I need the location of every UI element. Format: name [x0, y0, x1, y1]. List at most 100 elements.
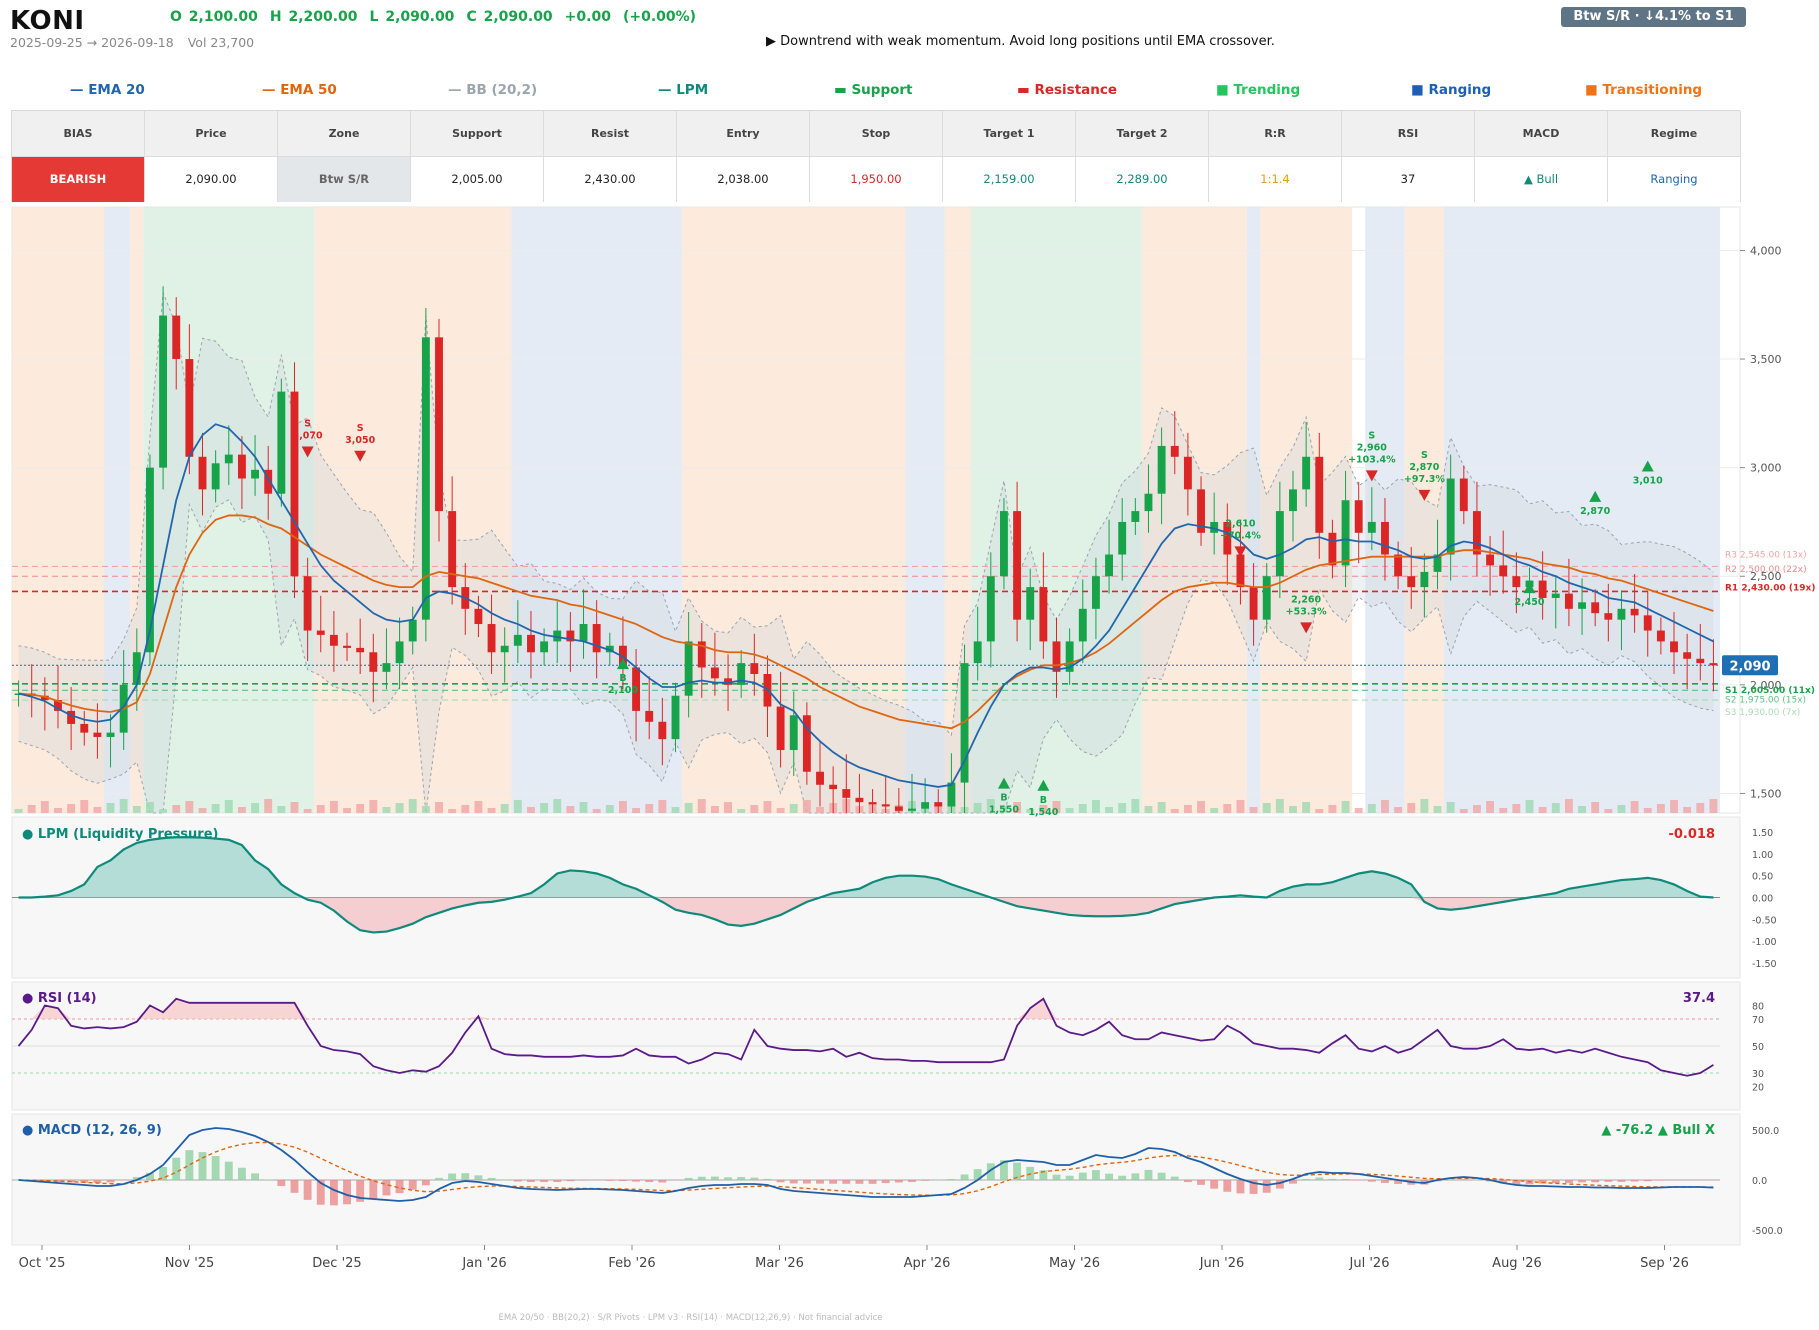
legend-item: — BB (20,2): [448, 82, 538, 98]
macd-histogram-bar: [1670, 1180, 1678, 1181]
volume-bar: [408, 799, 417, 813]
regime-band: [511, 207, 683, 813]
price-tick-label: 3,000: [1750, 462, 1782, 475]
volume-bar: [513, 800, 522, 813]
table-value-cell: 37: [1342, 157, 1475, 202]
lpm-tick-label: 1.00: [1752, 850, 1773, 861]
candle-body: [776, 706, 785, 751]
macd-histogram-bar: [172, 1157, 181, 1180]
change-pct-value: (+0.00%): [622, 9, 697, 25]
volume-bar: [1564, 799, 1573, 813]
volume-bar: [1026, 809, 1035, 813]
table-header-cell: Resist: [544, 111, 677, 157]
volume-bar: [1354, 808, 1363, 813]
candle-body: [1039, 587, 1048, 642]
macd-histogram-bar: [1144, 1169, 1153, 1180]
price-tick-label: 2,500: [1750, 570, 1782, 583]
candle-body: [1381, 521, 1389, 555]
macd-histogram-bar: [277, 1180, 286, 1187]
volume-bar: [1630, 801, 1639, 813]
volume-bar: [1170, 809, 1179, 813]
trade-marker-label: 2,260: [1291, 594, 1321, 605]
table-header-cell: Support: [411, 111, 544, 157]
candle-body: [1262, 576, 1271, 620]
lpm-tick-label: -0.50: [1752, 915, 1777, 926]
candle-body: [1670, 641, 1678, 653]
macd-histogram-bar: [1183, 1180, 1192, 1183]
macd-histogram-bar: [750, 1177, 759, 1180]
market-commentary: ▶ Downtrend with weak momentum. Avoid lo…: [766, 34, 1275, 49]
macd-histogram-bar: [93, 1180, 102, 1183]
x-tick-label: Jan '26: [461, 1256, 506, 1271]
x-tick-label: Aug '26: [1492, 1256, 1542, 1271]
macd-last-value: ▲ -76.2 ▲ Bull X: [1601, 1123, 1715, 1138]
volume-bar: [737, 809, 746, 813]
change-value: +0.00: [564, 9, 611, 25]
regime-band: [1260, 207, 1353, 813]
volume-bar: [724, 802, 732, 813]
sr-level-label: R1 2,430.00 (19x): [1725, 583, 1815, 593]
macd-histogram-bar: [1394, 1180, 1403, 1184]
volume-bar: [264, 799, 273, 813]
volume-bar: [132, 806, 141, 813]
candle-body: [881, 804, 890, 807]
macd-histogram-bar: [829, 1180, 838, 1184]
candle-body: [1709, 663, 1718, 666]
x-tick-label: Oct '25: [19, 1256, 66, 1271]
candle-body: [264, 469, 273, 494]
volume-bar: [1578, 806, 1586, 813]
candle-body: [237, 454, 246, 479]
macd-histogram-bar: [894, 1180, 903, 1183]
x-tick-label: Jul '26: [1349, 1256, 1390, 1271]
low-value: L 2,090.00: [369, 9, 455, 25]
last-price-tag: [1722, 655, 1778, 676]
volume-bar: [1197, 801, 1205, 813]
x-tick-label: Nov '25: [165, 1256, 215, 1271]
lpm-tick-label: 1.50: [1752, 828, 1773, 839]
candle-body: [251, 469, 260, 479]
volume-bar: [553, 799, 562, 813]
candle-body: [973, 641, 982, 664]
candle-body: [1249, 587, 1258, 620]
volume-bar: [789, 804, 798, 813]
lpm-tick-label: 0.50: [1752, 872, 1773, 883]
volume-bar: [1144, 806, 1153, 813]
volume-bar: [1328, 805, 1337, 813]
macd-histogram-bar: [303, 1180, 312, 1200]
macd-tick-label: 0.0: [1752, 1176, 1767, 1187]
candle-body: [1091, 576, 1100, 609]
rsi-tick-label: 50: [1752, 1042, 1764, 1053]
volume-bar: [1433, 806, 1442, 813]
regime-band: [1141, 207, 1248, 813]
candle-body: [750, 663, 759, 674]
macd-histogram-bar: [290, 1180, 299, 1193]
volume-bar: [750, 805, 759, 813]
candle-body: [1170, 445, 1179, 457]
candle-body: [842, 789, 851, 798]
candle-body: [369, 652, 378, 672]
volume-bar: [1236, 800, 1245, 813]
volume-bar: [395, 803, 404, 813]
legend-item: ▬ Support: [834, 82, 913, 98]
trade-marker-label: 3,070: [293, 430, 323, 441]
volume-bar: [290, 802, 299, 813]
macd-histogram-bar: [1564, 1180, 1573, 1183]
candle-body: [1617, 608, 1626, 620]
volume-bar: [1407, 803, 1416, 813]
macd-histogram-bar: [737, 1177, 746, 1180]
volume-bar: [303, 809, 312, 813]
lpm-tick-label: 0.00: [1752, 894, 1773, 905]
date-range: 2025-09-25 → 2026-09-18: [10, 35, 174, 50]
macd-histogram-bar: [908, 1180, 916, 1182]
candle-body: [553, 630, 562, 642]
candle-body: [1604, 613, 1613, 620]
volume-bar: [671, 807, 680, 813]
macd-histogram-bar: [1157, 1172, 1166, 1180]
macd-histogram-bar: [40, 1180, 49, 1182]
macd-histogram-bar: [1381, 1180, 1389, 1183]
volume-bar: [1499, 808, 1508, 813]
volume-bar: [1643, 808, 1652, 813]
macd-histogram-bar: [592, 1180, 601, 1181]
macd-histogram-bar: [1315, 1177, 1324, 1180]
candle-body: [1328, 532, 1337, 566]
